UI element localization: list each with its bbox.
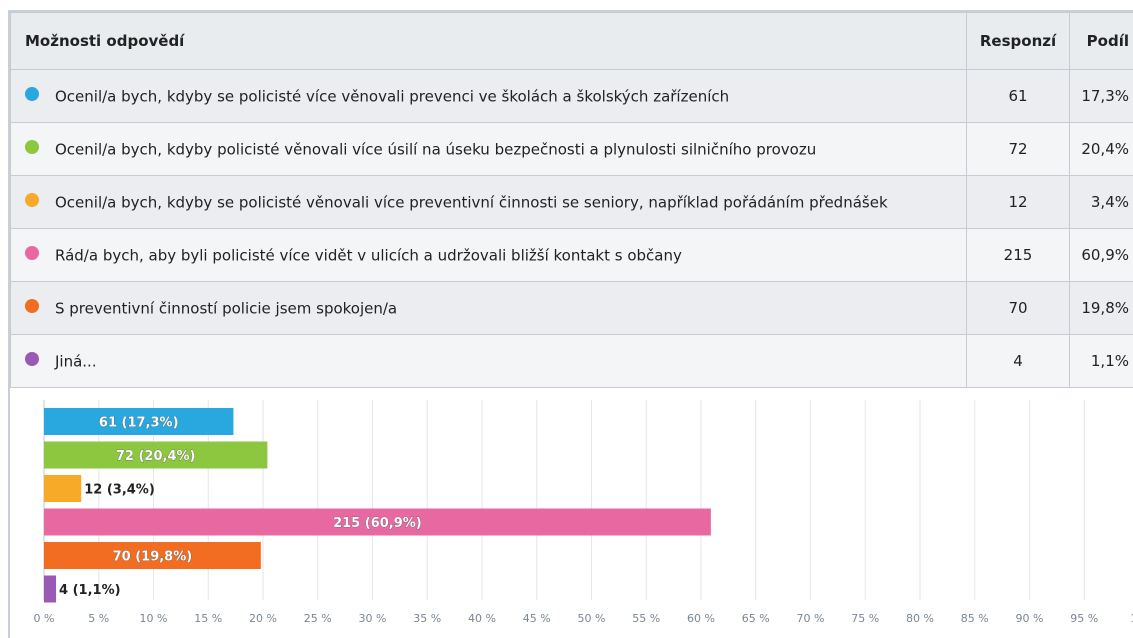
responses-cell: 61 — [966, 69, 1070, 123]
header-responses: Responzí — [966, 12, 1070, 70]
responses-cell: 215 — [966, 228, 1070, 282]
x-tick-label: 80 % — [906, 612, 934, 625]
x-tick-label: 10 % — [140, 612, 168, 625]
legend-dot-icon — [25, 140, 39, 155]
x-tick-label: 35 % — [413, 612, 441, 625]
responses-cell: 12 — [966, 175, 1070, 229]
table-header-row: Možnosti odpovědí Responzí Podíl — [10, 12, 1133, 70]
legend-dot-icon — [25, 352, 39, 367]
option-label: Rád/a bych, aby byli policisté více vidě… — [55, 246, 682, 265]
x-tick-label: 60 % — [687, 612, 715, 625]
bar-data-label: 61 (17,3%) — [99, 416, 179, 431]
legend-dot-icon — [25, 246, 39, 261]
x-tick-label: 1... — [1130, 612, 1133, 625]
x-tick-label: 25 % — [304, 612, 332, 625]
share-cell: 19,8% — [1069, 281, 1133, 335]
table-row: S preventivní činností policie jsem spok… — [10, 281, 1133, 335]
legend-dot-icon — [25, 193, 39, 208]
x-tick-label: 70 % — [797, 612, 825, 625]
bar-data-label: 12 (3,4%) — [84, 483, 155, 498]
bar — [44, 508, 711, 536]
option-label: Ocenil/a bych, kdyby policisté věnovali … — [55, 140, 817, 159]
x-tick-label: 55 % — [632, 612, 660, 625]
share-cell: 60,9% — [1069, 228, 1133, 282]
share-cell: 3,4% — [1069, 175, 1133, 229]
x-tick-label: 75 % — [851, 612, 879, 625]
table-row: Jiná... 4 1,1% — [10, 334, 1133, 388]
table-row: Ocenil/a bych, kdyby se policisté více v… — [10, 69, 1133, 123]
bar-chart: 61 (17,3%) 72 (20,4%) 12 (3,4%) 215 (60,9%)… — [34, 400, 1133, 625]
option-label: Ocenil/a bych, kdyby se policisté více v… — [55, 87, 730, 106]
x-tick-label: 95 % — [1070, 612, 1098, 625]
results-table: Možnosti odpovědí Responzí Podíl Ocenil/… — [10, 12, 1133, 388]
option-label: Jiná... — [55, 352, 97, 371]
bar — [44, 542, 261, 569]
legend-dot-icon — [25, 299, 39, 314]
x-tick-label: 65 % — [742, 612, 770, 625]
x-tick-label: 50 % — [578, 612, 606, 625]
x-tick-label: 90 % — [1016, 612, 1044, 625]
option-cell: Jiná... — [10, 334, 967, 388]
bar-data-label: 72 (20,4%) — [116, 449, 196, 464]
x-tick-label: 0 % — [34, 612, 55, 625]
x-tick-label: 15 % — [194, 612, 222, 625]
bar — [44, 408, 234, 435]
x-tick-label: 20 % — [249, 612, 277, 625]
x-tick-label: 40 % — [468, 612, 496, 625]
header-options: Možnosti odpovědí — [10, 12, 967, 70]
bar-data-label: 4 (1,1%) — [59, 583, 121, 598]
x-tick-label: 85 % — [961, 612, 989, 625]
table-row: Ocenil/a bych, kdyby se policisté věnova… — [10, 175, 1133, 229]
option-label: Ocenil/a bych, kdyby se policisté věnova… — [55, 193, 888, 212]
bar — [44, 441, 268, 469]
share-cell: 20,4% — [1069, 122, 1133, 176]
bar — [44, 475, 82, 502]
responses-cell: 70 — [966, 281, 1070, 335]
option-cell: S preventivní činností policie jsem spok… — [10, 281, 967, 335]
responses-cell: 4 — [966, 334, 1070, 388]
option-cell: Ocenil/a bych, kdyby policisté věnovali … — [10, 122, 967, 176]
header-share: Podíl — [1069, 12, 1133, 70]
option-cell: Ocenil/a bych, kdyby se policisté více v… — [10, 69, 967, 123]
table-row: Rád/a bych, aby byli policisté více vidě… — [10, 228, 1133, 282]
bar — [44, 575, 57, 603]
table-row: Ocenil/a bych, kdyby policisté věnovali … — [10, 122, 1133, 176]
share-cell: 1,1% — [1069, 334, 1133, 388]
x-tick-label: 45 % — [523, 612, 551, 625]
x-tick-label: 5 % — [88, 612, 109, 625]
x-tick-label: 30 % — [359, 612, 387, 625]
share-cell: 17,3% — [1069, 69, 1133, 123]
responses-cell: 72 — [966, 122, 1070, 176]
bar-data-label: 70 (19,8%) — [113, 550, 193, 565]
legend-dot-icon — [25, 87, 39, 102]
option-label: S preventivní činností policie jsem spok… — [55, 299, 398, 318]
option-cell: Rád/a bych, aby byli policisté více vidě… — [10, 228, 967, 282]
bar-data-label: 215 (60,9%) — [333, 516, 422, 531]
option-cell: Ocenil/a bych, kdyby se policisté věnova… — [10, 175, 967, 229]
